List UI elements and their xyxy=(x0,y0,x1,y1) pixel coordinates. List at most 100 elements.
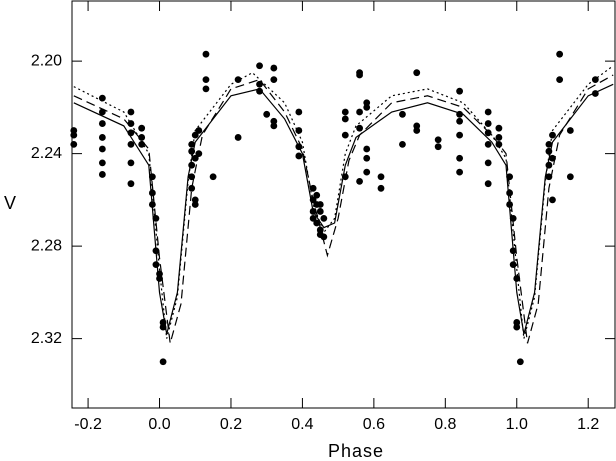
data-point xyxy=(98,134,106,141)
data-point xyxy=(320,233,328,241)
data-point xyxy=(566,127,574,134)
x-tick-label: 0.8 xyxy=(434,416,456,433)
data-point xyxy=(309,184,317,192)
data-point xyxy=(234,134,242,141)
model-curve xyxy=(73,83,614,335)
data-point xyxy=(356,108,363,116)
data-point xyxy=(341,115,349,123)
data-point xyxy=(363,103,371,111)
data-point xyxy=(209,173,217,181)
data-point xyxy=(341,131,349,139)
data-point xyxy=(191,154,199,162)
data-point xyxy=(138,124,146,132)
data-point xyxy=(456,117,464,125)
data-point xyxy=(159,358,167,366)
data-point xyxy=(513,323,521,331)
data-point xyxy=(98,120,106,127)
data-point xyxy=(484,180,492,188)
data-point xyxy=(191,131,199,139)
data-point xyxy=(202,76,210,84)
data-point xyxy=(456,168,464,176)
data-point xyxy=(456,154,464,162)
data-point xyxy=(270,64,278,72)
data-point xyxy=(456,87,464,95)
data-point xyxy=(495,134,503,141)
data-point xyxy=(195,127,203,134)
data-point xyxy=(399,110,406,118)
data-point xyxy=(363,145,371,153)
data-point xyxy=(399,140,406,148)
data-point xyxy=(377,184,385,192)
data-point xyxy=(516,358,524,366)
model-curve xyxy=(73,74,614,344)
data-point xyxy=(138,134,146,141)
data-point xyxy=(356,124,363,132)
y-tick-label: 2.24 xyxy=(31,145,62,162)
data-point xyxy=(377,173,385,181)
x-tick-label: 1.0 xyxy=(506,416,528,433)
model-curve xyxy=(73,65,614,339)
data-point xyxy=(313,219,321,227)
data-point xyxy=(484,108,492,116)
data-point xyxy=(549,131,556,139)
x-tick-label: 0.6 xyxy=(363,416,385,433)
y-axis-label: V xyxy=(4,193,16,213)
data-point xyxy=(234,76,242,84)
data-point xyxy=(356,177,363,185)
data-point xyxy=(434,136,442,144)
x-tick-label: 0.2 xyxy=(220,416,242,433)
data-point xyxy=(316,201,324,208)
data-point xyxy=(591,76,599,84)
data-point xyxy=(270,76,278,84)
data-point xyxy=(413,127,421,134)
data-point xyxy=(566,173,574,181)
data-point xyxy=(456,131,464,139)
data-point xyxy=(509,261,517,269)
data-point xyxy=(70,140,78,148)
data-point xyxy=(270,122,278,130)
data-point xyxy=(152,214,160,222)
data-point xyxy=(484,129,492,137)
plot-frame xyxy=(71,0,616,409)
data-point xyxy=(356,71,363,79)
data-point xyxy=(127,159,135,167)
data-point xyxy=(413,69,421,77)
data-point xyxy=(495,124,503,132)
data-point xyxy=(320,214,328,222)
data-point xyxy=(341,108,349,116)
data-point xyxy=(70,127,78,134)
data-point xyxy=(188,184,196,192)
data-point xyxy=(484,140,492,148)
data-point xyxy=(98,145,106,153)
data-point xyxy=(191,201,199,208)
x-tick-label: 1.2 xyxy=(577,416,599,433)
data-point xyxy=(202,50,210,58)
x-tick-label: 0.0 xyxy=(148,416,170,433)
data-point xyxy=(556,50,564,58)
data-point xyxy=(545,140,553,148)
data-point xyxy=(316,208,324,215)
y-tick-label: 2.32 xyxy=(31,330,62,347)
data-point xyxy=(556,76,564,84)
data-point xyxy=(295,127,303,134)
data-point xyxy=(127,180,135,188)
data-point xyxy=(98,171,106,178)
data-point xyxy=(98,94,106,102)
data-point xyxy=(363,154,371,162)
data-point xyxy=(127,108,135,116)
data-point xyxy=(127,140,135,148)
data-point xyxy=(309,214,317,222)
data-point xyxy=(127,120,135,127)
x-axis-label: Phase xyxy=(328,441,384,461)
data-point xyxy=(313,191,321,199)
data-point xyxy=(484,120,492,127)
data-point xyxy=(263,110,271,118)
data-point xyxy=(98,159,106,167)
data-point xyxy=(484,159,492,167)
data-point xyxy=(545,161,553,169)
data-point xyxy=(295,152,303,160)
data-point xyxy=(434,143,442,151)
data-point xyxy=(152,261,160,269)
